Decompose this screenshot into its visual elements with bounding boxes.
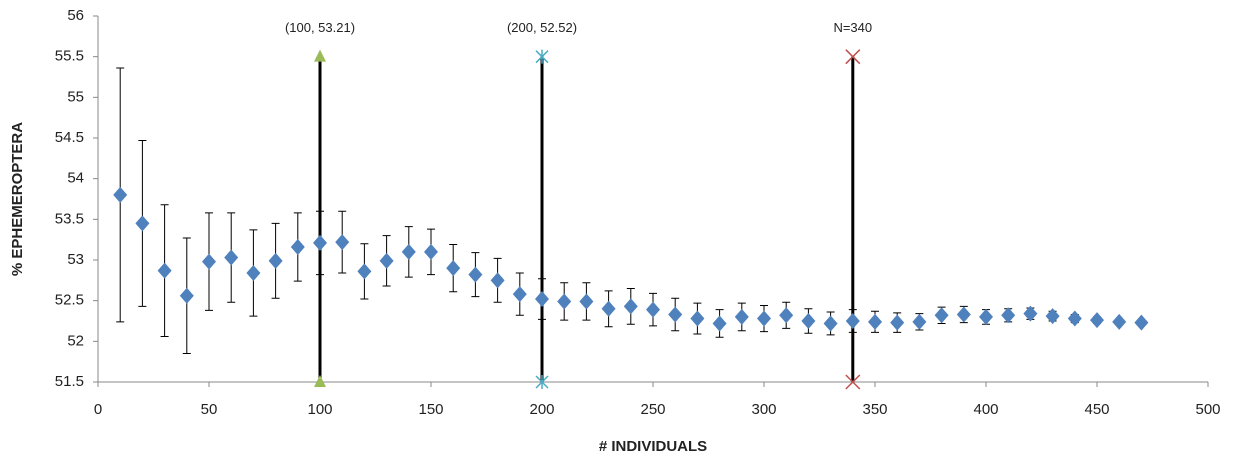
point	[535, 291, 549, 308]
point	[224, 249, 239, 266]
point	[1112, 313, 1127, 330]
point	[779, 307, 794, 324]
reference-marker-top	[845, 49, 861, 65]
x-tick-label: 100	[307, 401, 332, 418]
point	[490, 272, 505, 289]
x-tick-label: 300	[751, 401, 776, 418]
point	[335, 234, 350, 251]
x-tick-label: 0	[94, 401, 102, 418]
x-tick-label: 500	[1195, 401, 1220, 418]
y-tick-label: 52.5	[55, 292, 84, 309]
x-axis-title: # INDIVIDUALS	[599, 438, 707, 455]
x-tick-label: 50	[201, 401, 218, 418]
point	[268, 252, 283, 269]
point	[113, 186, 128, 203]
point	[601, 300, 616, 317]
point	[157, 262, 172, 279]
x-tick-label: 250	[640, 401, 665, 418]
annotation: N=340	[833, 20, 872, 35]
point	[646, 301, 660, 318]
point	[1090, 312, 1104, 329]
point	[1023, 305, 1038, 322]
point	[557, 293, 572, 310]
y-tick-label: 53.5	[55, 210, 84, 227]
point	[956, 306, 971, 323]
point	[135, 215, 150, 232]
point	[845, 313, 860, 329]
x-tick-label: 150	[418, 401, 443, 418]
x-tick-label: 350	[862, 401, 887, 418]
point	[712, 315, 727, 332]
reference-marker-top	[314, 49, 326, 62]
x-tick-label: 400	[973, 401, 998, 418]
point	[512, 286, 527, 303]
x-tick-label: 450	[1084, 401, 1109, 418]
annotation: (200, 52.52)	[507, 20, 577, 35]
y-tick-label: 51.5	[55, 373, 84, 390]
reference-marker-bottom	[535, 375, 549, 389]
y-tick-label: 53	[67, 251, 84, 268]
point	[290, 238, 305, 255]
point	[1001, 307, 1016, 324]
point	[1045, 308, 1060, 325]
point	[868, 313, 882, 330]
point	[823, 315, 838, 332]
point	[357, 263, 372, 280]
reference-marker-bottom	[845, 374, 861, 390]
point	[1134, 314, 1149, 331]
point	[623, 298, 638, 315]
y-tick-label: 55.5	[55, 48, 84, 65]
point	[313, 234, 327, 251]
point	[179, 287, 194, 304]
point	[446, 260, 461, 277]
point	[979, 308, 993, 325]
point	[468, 266, 483, 283]
y-tick-label: 54.5	[55, 129, 84, 146]
point	[1067, 310, 1082, 327]
point	[379, 252, 394, 269]
y-tick-label: 54	[67, 170, 84, 187]
point	[668, 306, 683, 323]
annotation: (100, 53.21)	[285, 20, 355, 35]
y-tick-label: 56	[67, 7, 84, 24]
y-tick-label: 55	[67, 88, 84, 105]
y-axis-title: % EPHEMEROPTERA	[9, 122, 26, 276]
y-tick-label: 52	[67, 332, 84, 349]
reference-marker-top	[535, 49, 549, 64]
x-tick-label: 200	[529, 401, 554, 418]
point	[934, 307, 949, 324]
point	[912, 313, 927, 330]
point	[757, 310, 771, 327]
point	[246, 265, 261, 282]
point	[202, 253, 216, 270]
point	[690, 310, 705, 327]
point	[890, 314, 905, 331]
reference-marker-bottom	[314, 375, 326, 387]
point	[401, 243, 416, 260]
point	[734, 308, 749, 325]
point	[424, 243, 438, 260]
point	[579, 293, 594, 310]
point	[801, 313, 816, 329]
